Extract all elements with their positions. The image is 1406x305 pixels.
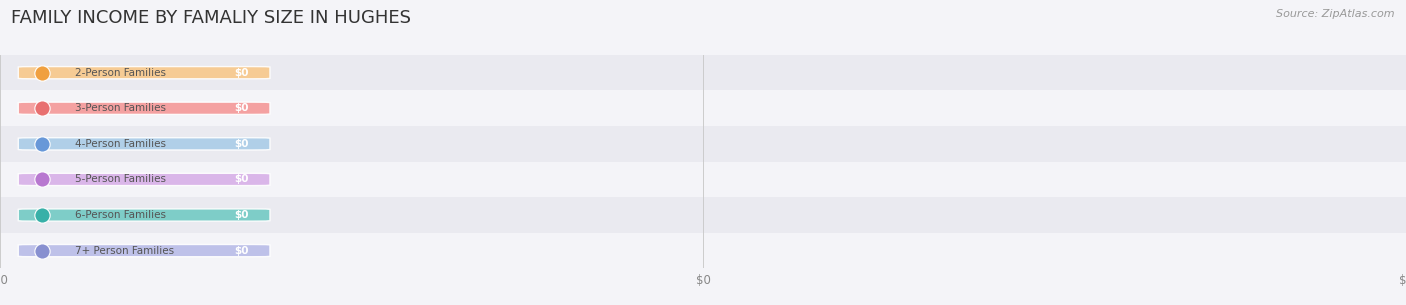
Bar <box>0 233 1406 268</box>
Text: 4-Person Families: 4-Person Families <box>75 139 166 149</box>
Text: $0: $0 <box>235 246 249 256</box>
Text: 7+ Person Families: 7+ Person Families <box>75 246 174 256</box>
Text: $0: $0 <box>235 174 249 185</box>
FancyBboxPatch shape <box>18 209 270 221</box>
Text: 6-Person Families: 6-Person Families <box>75 210 166 220</box>
Text: 5-Person Families: 5-Person Families <box>75 174 166 185</box>
Bar <box>0 197 1406 233</box>
Text: 2-Person Families: 2-Person Families <box>75 68 166 78</box>
FancyBboxPatch shape <box>18 102 270 114</box>
Text: $0: $0 <box>235 139 249 149</box>
Text: Source: ZipAtlas.com: Source: ZipAtlas.com <box>1277 9 1395 19</box>
FancyBboxPatch shape <box>18 245 270 257</box>
Bar <box>0 55 1406 91</box>
FancyBboxPatch shape <box>18 138 270 150</box>
Bar <box>0 126 1406 162</box>
FancyBboxPatch shape <box>18 173 270 185</box>
Bar <box>0 162 1406 197</box>
Text: $0: $0 <box>235 210 249 220</box>
FancyBboxPatch shape <box>18 66 270 79</box>
Text: FAMILY INCOME BY FAMALIY SIZE IN HUGHES: FAMILY INCOME BY FAMALIY SIZE IN HUGHES <box>11 9 411 27</box>
Text: $0: $0 <box>235 103 249 113</box>
Text: $0: $0 <box>235 68 249 78</box>
Text: 3-Person Families: 3-Person Families <box>75 103 166 113</box>
Bar <box>0 91 1406 126</box>
